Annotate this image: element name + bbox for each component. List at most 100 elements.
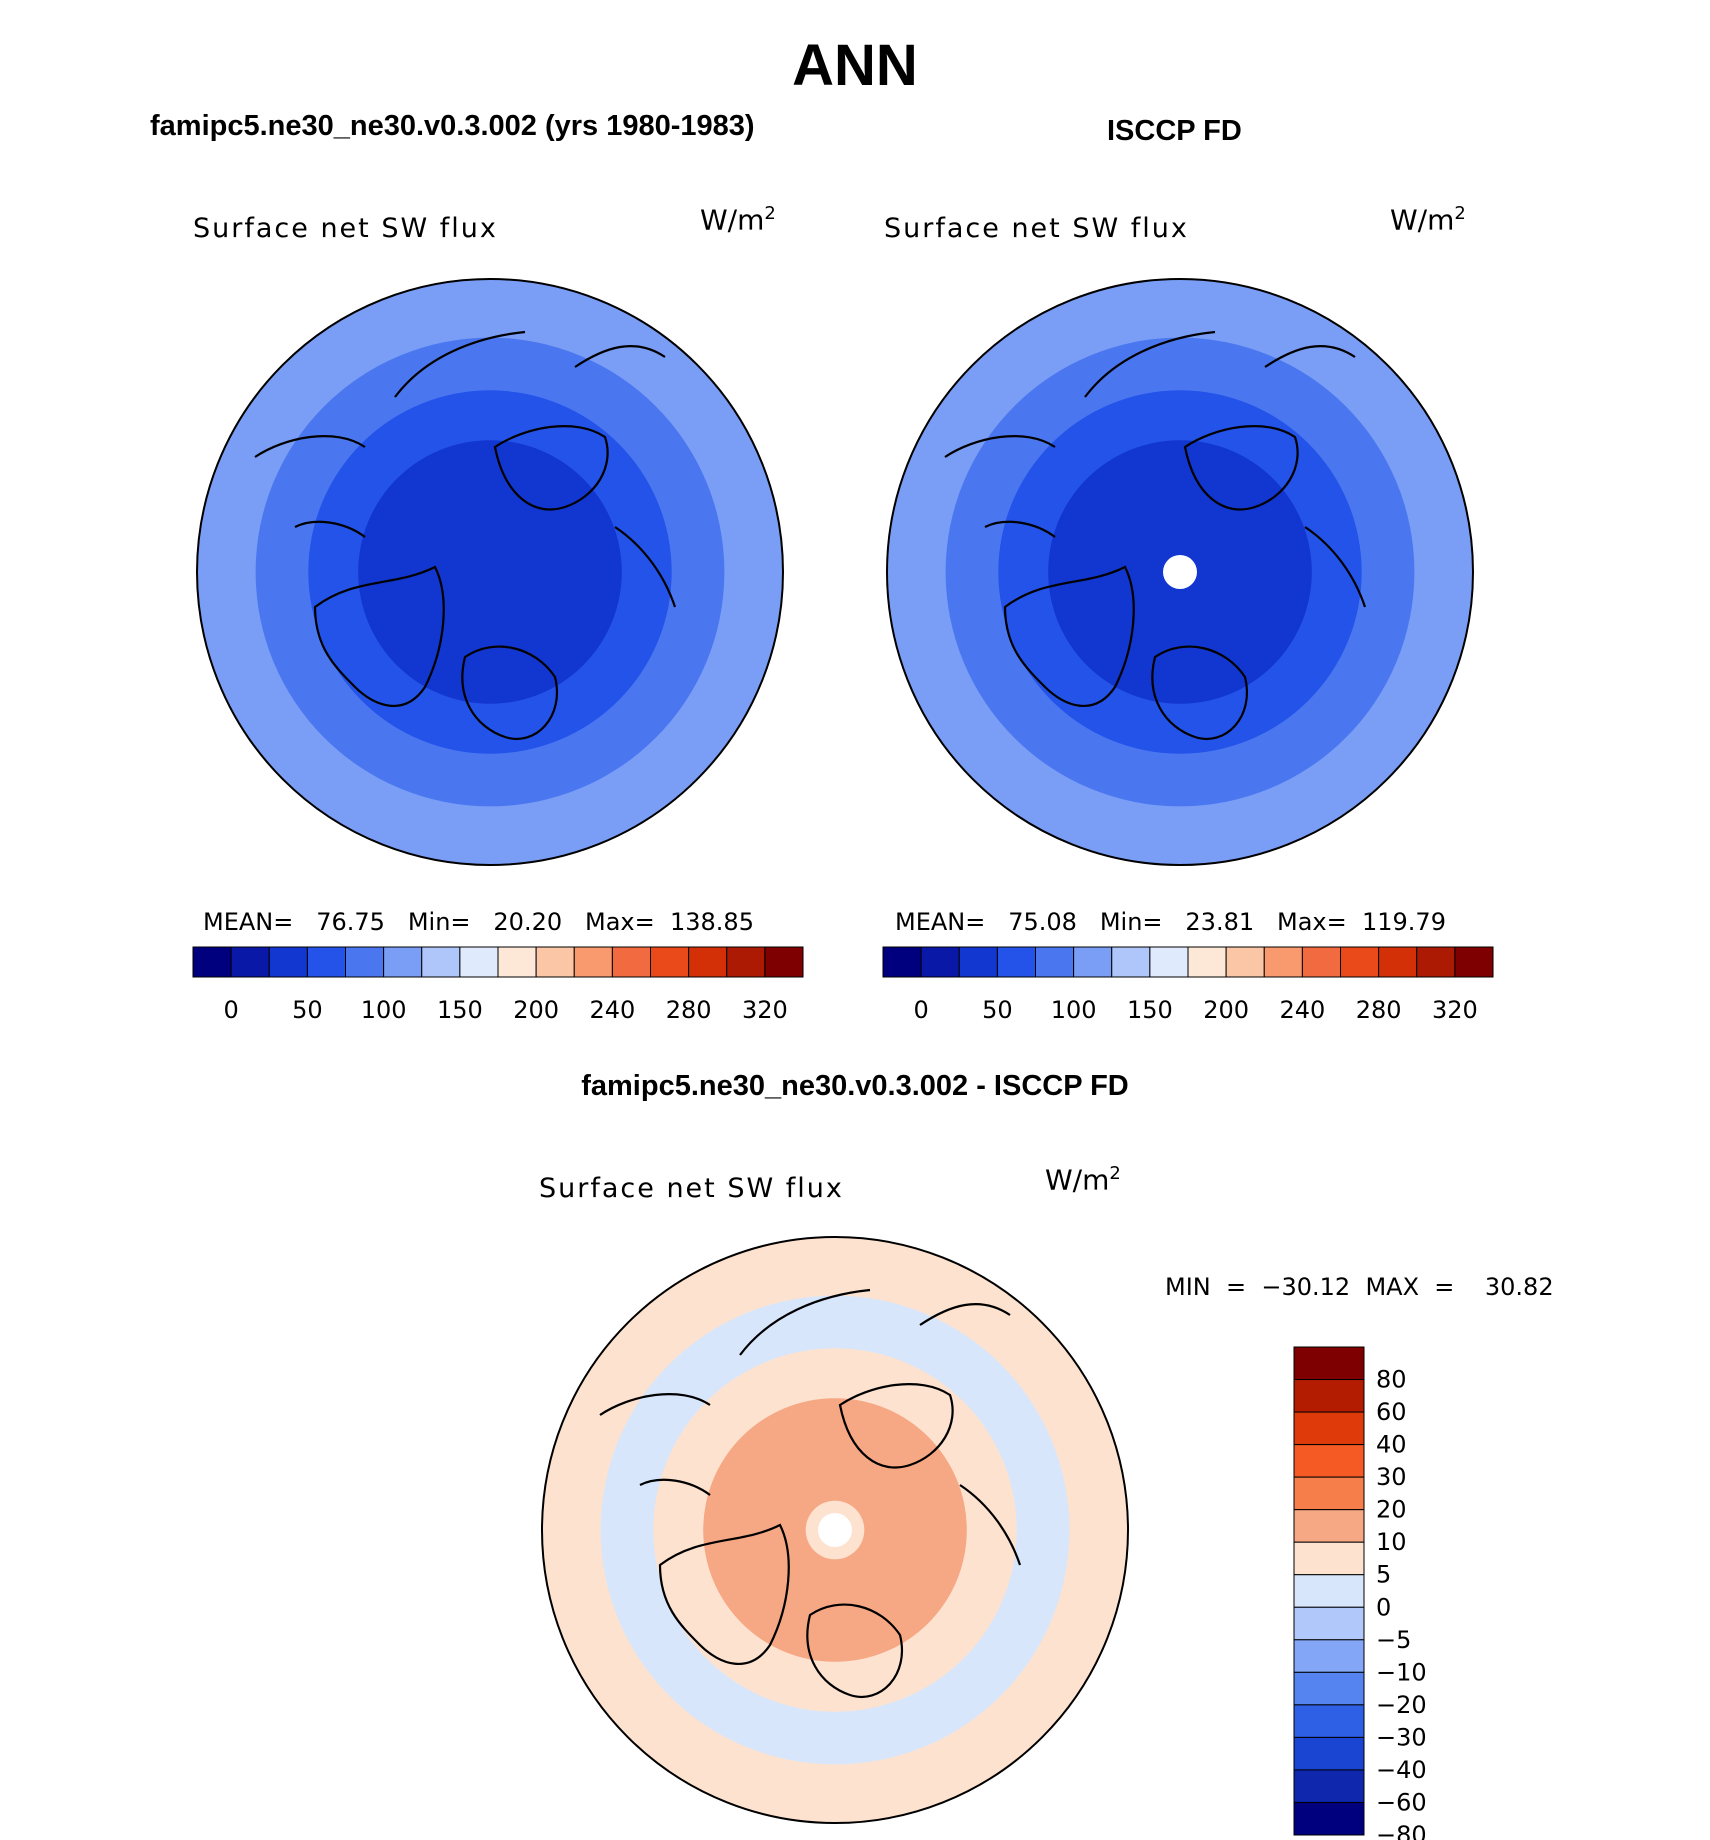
colorbar-swatch [996,946,1037,978]
missing-data-pole [818,1513,852,1547]
colorbar-swatch [688,946,728,978]
colorbar-swatch [1293,1444,1365,1478]
colorbar-swatch [1293,1704,1365,1738]
colorbar-tick-label: 320 [742,996,788,1024]
colorbar-swatch [1378,946,1418,978]
colorbar-swatch [306,946,347,978]
colorbar-swatch [459,946,499,978]
colorbar-swatch [1187,946,1227,978]
colorbar-swatch [1293,1736,1365,1771]
map-border [541,1236,1129,1824]
colorbar-swatch [882,946,922,978]
map-border [196,278,784,866]
colorbar-tick-label: 0 [1376,1593,1391,1621]
colorbar-tick-label: 30 [1376,1463,1407,1491]
colorbar-swatch [611,946,652,978]
colorbar-swatch [1293,1801,1365,1836]
colorbar-tick-label: 50 [982,996,1013,1024]
colorbar-swatch [1073,946,1113,978]
colorbar-tick-label: 20 [1376,1496,1407,1524]
panel1-units: W/m2 [700,203,776,237]
colorbar-tick-label: 0 [913,996,928,1024]
colorbar-tick-label: 280 [666,996,712,1024]
colorbar-swatch [1340,946,1380,978]
colorbar-tick-label: 5 [1376,1561,1391,1589]
colorbar-swatch [1111,946,1151,978]
coastline-7 [294,520,366,538]
panel2-title: ISCCP FD [1107,115,1242,147]
coastline-4 [614,526,677,608]
panel3-stats: MIN = −30.12 MAX = 30.82 [1165,1273,1554,1301]
colorbar-swatch [1293,1639,1365,1673]
coastline-5 [739,1288,871,1356]
panel1-title: famipc5.ne30_ne30.v0.3.002 (yrs 1980-198… [150,110,755,142]
colorbar-tick-label: 40 [1376,1431,1407,1459]
colorbar-tick-label: −5 [1376,1626,1411,1654]
colorbar-swatch [650,946,690,978]
coastline-1 [493,425,609,511]
colorbar-tick-label: 320 [1432,996,1478,1024]
colorbar-swatch [764,946,804,978]
colorbar-tick-label: −80 [1376,1821,1427,1840]
contour-band-4 [460,542,520,602]
colorbar-tick-label: −20 [1376,1691,1427,1719]
colorbar-swatch [1035,946,1075,978]
coastline-5 [394,330,526,398]
colorbar-swatch [1293,1411,1365,1446]
colorbar-tick-label: −30 [1376,1723,1427,1751]
coastline-6 [919,1303,1011,1326]
coastlines [254,330,677,740]
colorbar-swatch [421,946,461,978]
colorbar-tick-label: 50 [292,996,323,1024]
colorbar-swatch [1293,1509,1365,1543]
coastline-5 [1084,330,1216,398]
colorbar-tick-label: 0 [223,996,238,1024]
colorbar-swatch [192,946,232,978]
coastline-1 [1183,425,1299,511]
colorbar-swatch [1149,946,1189,978]
colorbar-tick-label: 100 [1051,996,1097,1024]
figure-title: ANN [792,33,918,98]
coastline-2 [1151,645,1248,740]
coastline-1 [838,1383,954,1469]
panel2-variable-label: Surface net SW flux [884,213,1189,244]
panel1-variable-label: Surface net SW flux [193,213,498,244]
coastline-6 [1264,345,1356,368]
coastline-0 [658,1523,790,1665]
panel3-units: W/m2 [1045,1163,1121,1197]
colorbar-swatch [535,946,575,978]
colorbar-swatch [230,946,270,978]
panel2-colorbar: 0 50 100 150 200 240 280 320 [882,946,1494,1024]
colorbar-tick-label: 150 [1127,996,1173,1024]
colorbar-tick-label: −60 [1376,1788,1427,1816]
coastline-4 [1304,526,1367,608]
colorbar-swatch [268,946,308,978]
colorbar-swatch [1293,1671,1365,1706]
missing-data-pole [1163,555,1197,589]
colorbar-swatch [1293,1769,1365,1803]
coastline-7 [639,1478,711,1496]
colorbar-tick-label: 10 [1376,1528,1407,1556]
colorbar-swatch [345,946,385,978]
panel2-units: W/m2 [1390,203,1466,237]
coastline-2 [806,1603,903,1698]
coastline-3 [944,435,1056,458]
colorbar-tick-label: 100 [361,996,407,1024]
colorbar-swatch [1225,946,1265,978]
colorbar-tick-label: 80 [1376,1366,1407,1394]
panel3-variable-label: Surface net SW flux [539,1173,844,1204]
colorbar-swatch [920,946,960,978]
colorbar-swatch [726,946,766,978]
colorbar-swatch [497,946,537,978]
colorbar-swatch [1263,946,1303,978]
coastline-7 [984,520,1056,538]
colorbar-swatch [573,946,613,978]
colorbar-tick-label: 280 [1356,996,1402,1024]
colorbar-swatch [383,946,423,978]
colorbar-swatch [1454,946,1494,978]
colorbar-tick-label: −10 [1376,1658,1427,1686]
coastline-6 [574,345,666,368]
panel1-polar-map [196,278,784,866]
colorbar-tick-label: 60 [1376,1398,1407,1426]
colorbar-swatch [1416,946,1456,978]
